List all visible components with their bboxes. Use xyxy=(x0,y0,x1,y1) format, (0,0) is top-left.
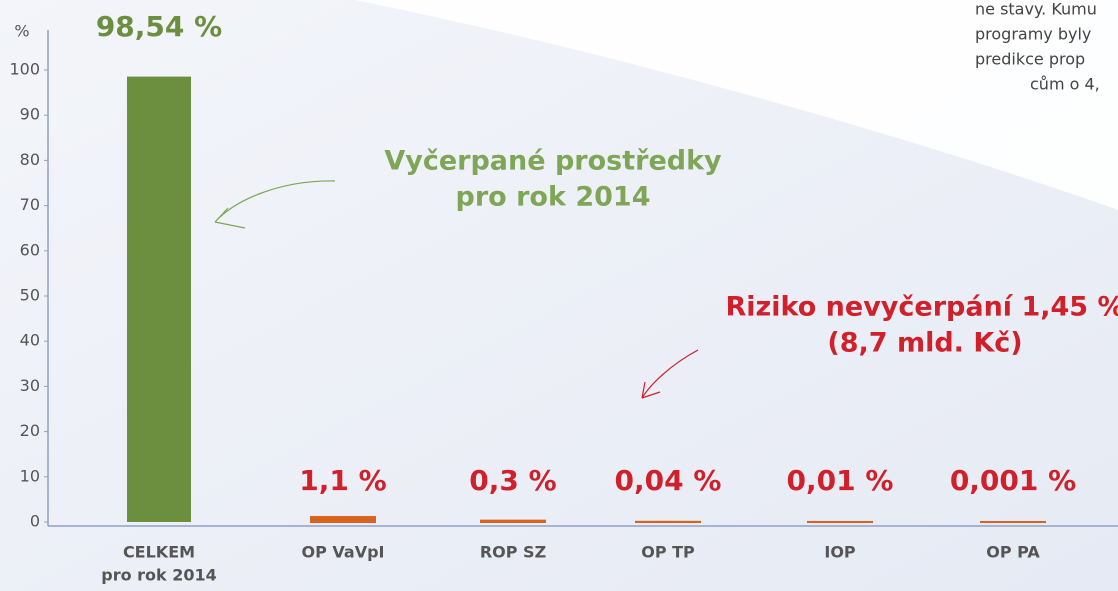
value-label: 0,001 % xyxy=(950,464,1076,497)
annotation: (8,7 mld. Kč) xyxy=(827,328,1022,359)
value-label: 0,01 % xyxy=(787,464,894,497)
value-label: 0,3 % xyxy=(469,464,556,497)
y-tick-label: 40 xyxy=(20,331,40,350)
background-text: ne stavy. Kumu programy byly predikce prop… xyxy=(975,0,1100,94)
annotation: Riziko nevyčerpání 1,45 % xyxy=(725,292,1118,323)
y-tick-label: 10 xyxy=(20,466,40,485)
y-tick-label: 80 xyxy=(20,150,40,169)
background-shape xyxy=(0,0,1118,210)
background-text-line: ne stavy. Kumu xyxy=(975,0,1097,19)
y-tick-label: 60 xyxy=(20,240,40,259)
background-text-line: cům o 4, xyxy=(1030,75,1100,94)
x-tick-label: IOP xyxy=(824,543,856,562)
bar xyxy=(127,76,191,523)
y-tick-label: 20 xyxy=(20,421,40,440)
y-tick-label: 100 xyxy=(9,60,40,79)
annotation: Vyčerpané prostředky xyxy=(384,146,722,177)
y-tick-label: 30 xyxy=(20,376,40,395)
value-label: 0,04 % xyxy=(615,464,722,497)
x-tick-label: OP PA xyxy=(986,543,1040,562)
annotation: pro rok 2014 xyxy=(456,182,651,213)
value-label: 1,1 % xyxy=(299,464,386,497)
x-tick-label: OP TP xyxy=(641,543,695,562)
x-tick-label: ROP SZ xyxy=(480,543,546,562)
arrow xyxy=(214,180,336,229)
background-text-line: predikce prop xyxy=(975,50,1085,69)
x-tick-label: CELKEM xyxy=(123,543,195,562)
bar xyxy=(480,519,546,523)
arrow xyxy=(641,349,699,399)
x-tick-label: pro rok 2014 xyxy=(101,566,217,585)
value-label: 98,54 % xyxy=(96,10,222,43)
y-tick-label: 50 xyxy=(20,286,40,305)
y-tick-label: 0 xyxy=(30,512,40,531)
y-tick-label: 90 xyxy=(20,105,40,124)
y-tick-label: 70 xyxy=(20,195,40,214)
x-tick-label: OP VaVpI xyxy=(302,543,385,562)
y-axis-label: % xyxy=(14,22,29,41)
bar xyxy=(310,516,376,524)
background-text-line: programy byly xyxy=(975,25,1091,44)
